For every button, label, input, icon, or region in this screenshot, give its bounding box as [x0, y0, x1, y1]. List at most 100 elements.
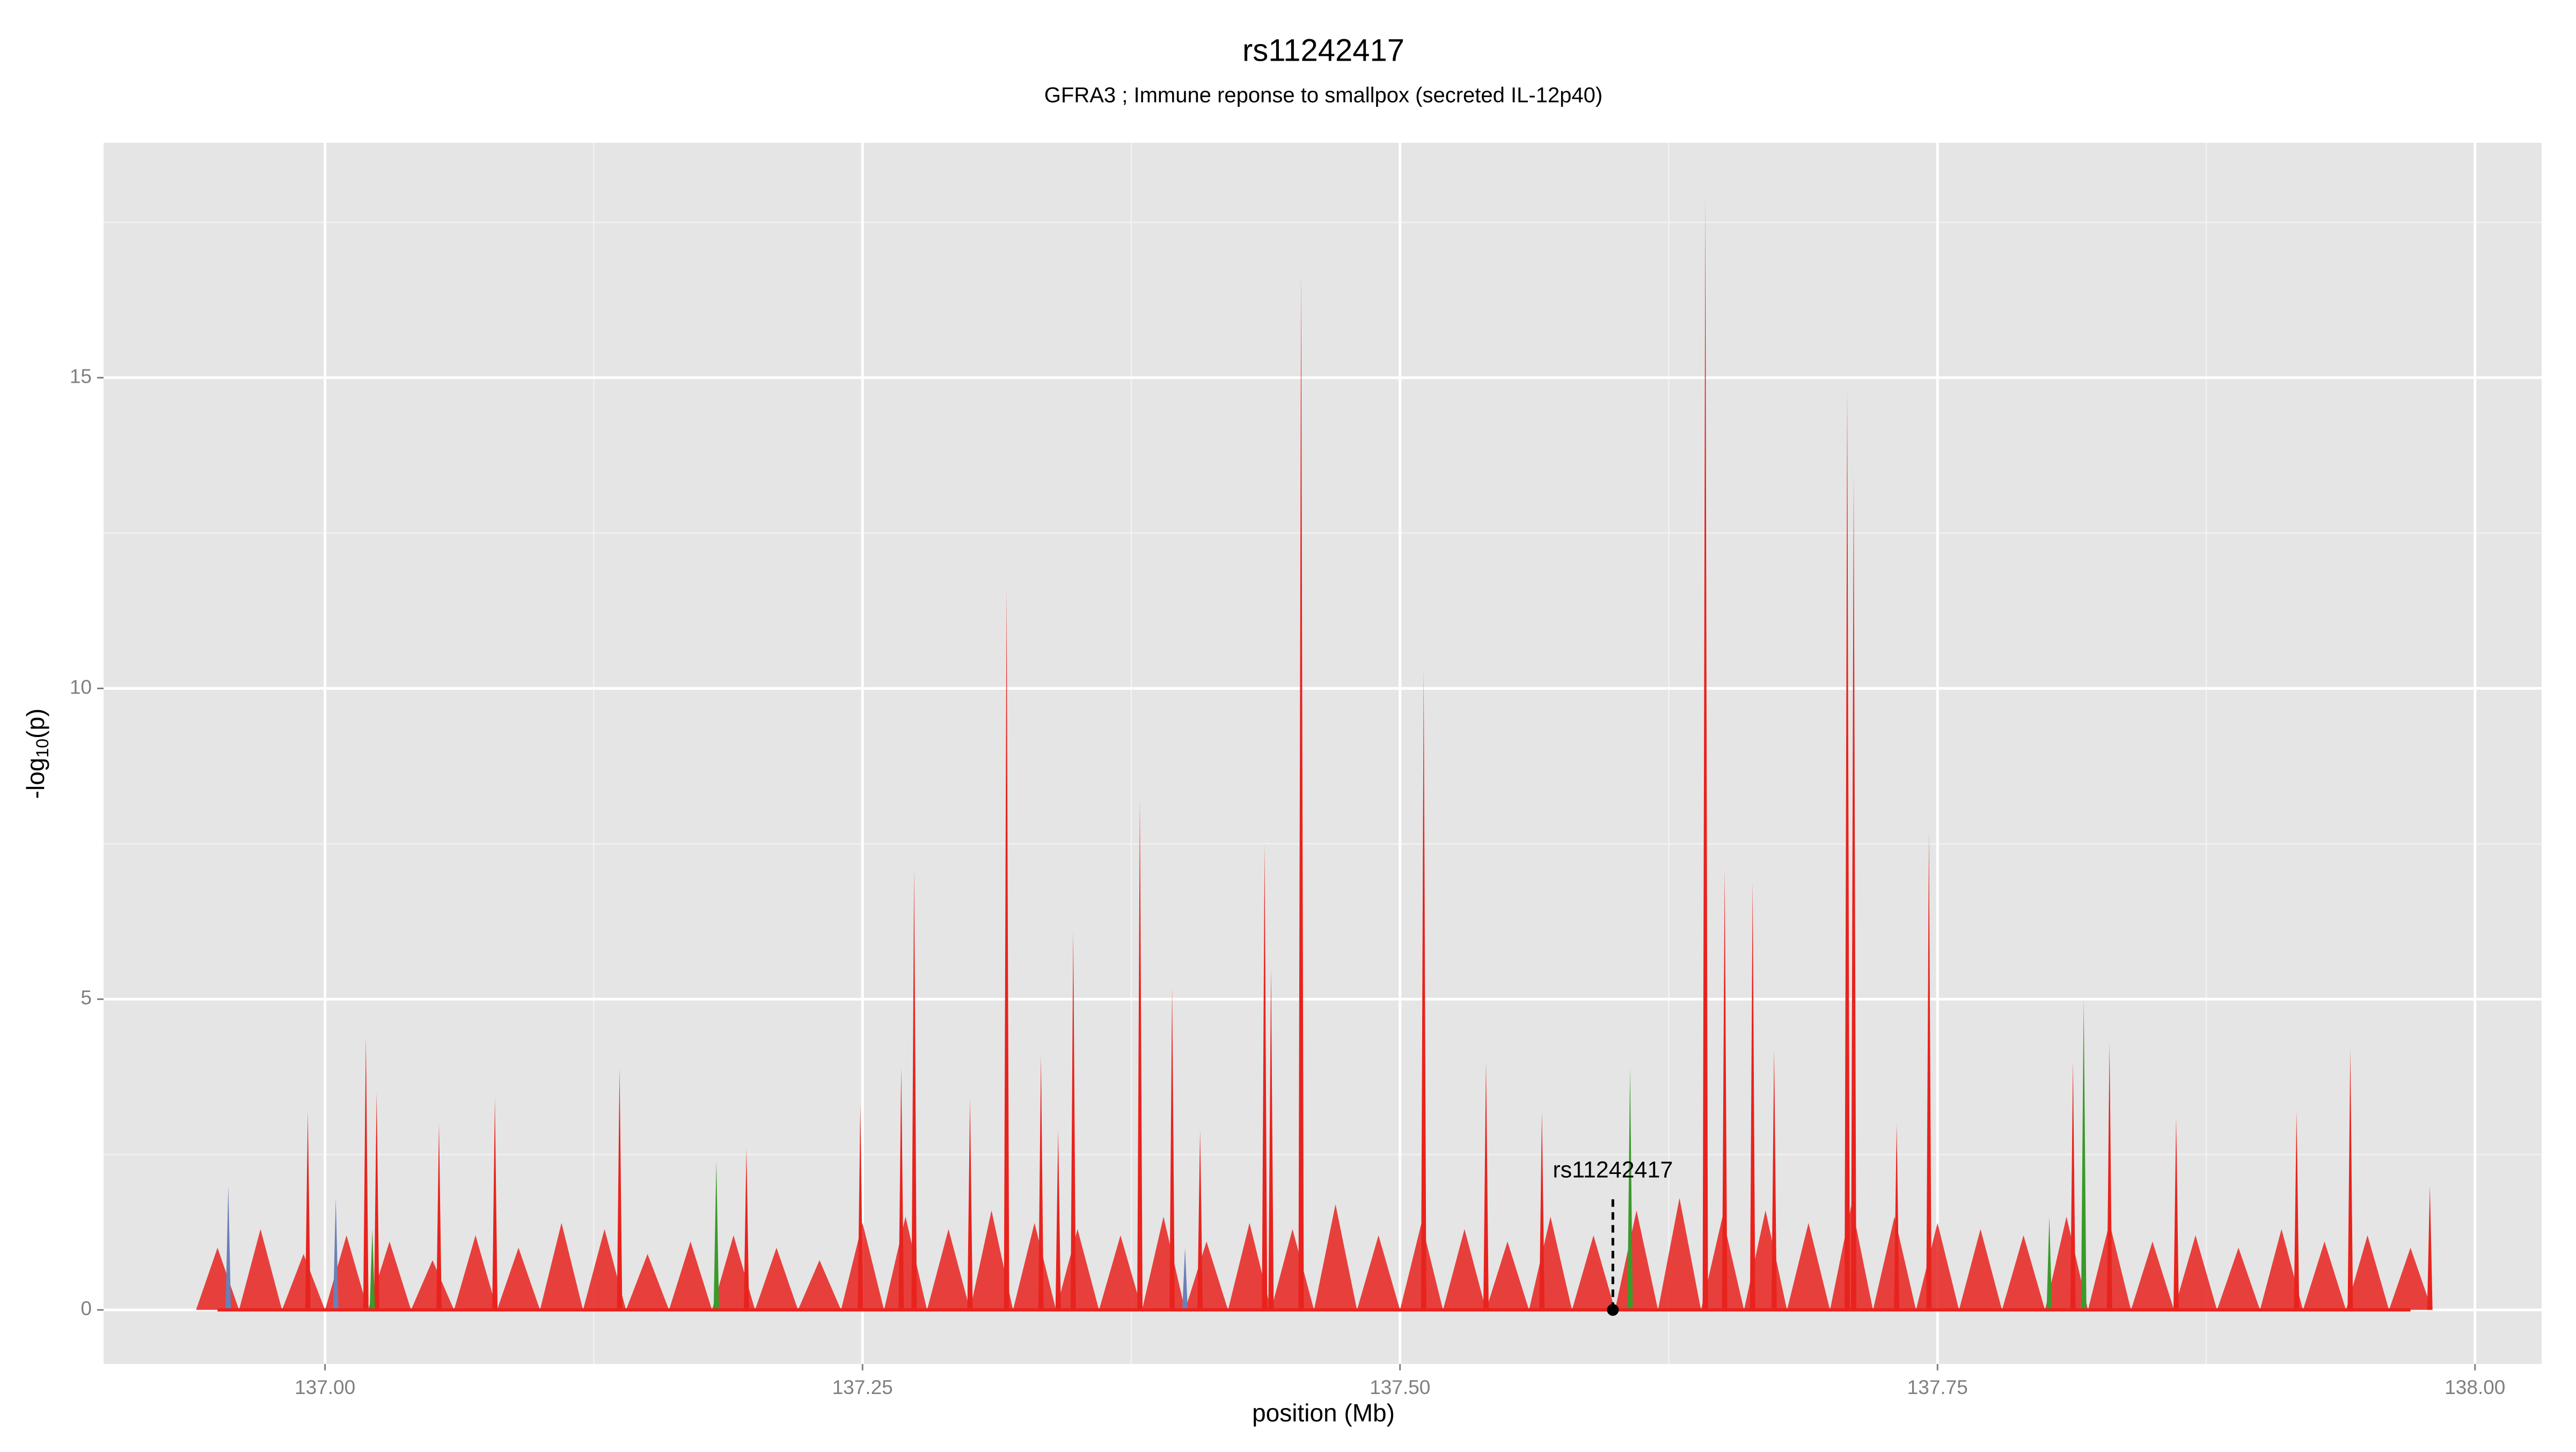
spike	[1486, 1241, 1529, 1310]
y-axis-title-prefix: -log	[21, 758, 49, 799]
spike	[1013, 1223, 1056, 1310]
y-tick-label: 15	[70, 365, 92, 387]
spike	[858, 1105, 863, 1310]
spike	[1314, 1204, 1357, 1310]
y-axis-title-suffix: (p)	[21, 709, 49, 739]
spike	[1169, 987, 1175, 1310]
spike	[1262, 843, 1268, 1310]
annotation-point	[1607, 1304, 1619, 1316]
chart-subtitle: GFRA3 ; Immune reponse to smallpox (secr…	[1044, 84, 1602, 107]
spike	[970, 1210, 1013, 1310]
y-tick-label: 5	[80, 987, 92, 1009]
x-tick-label: 137.25	[832, 1376, 893, 1398]
spike	[1099, 1235, 1142, 1310]
spike	[755, 1247, 798, 1310]
spike	[2303, 1241, 2346, 1310]
spike	[1268, 968, 1274, 1310]
spike	[497, 1247, 540, 1310]
spike	[2346, 1235, 2389, 1310]
spike	[2131, 1241, 2174, 1310]
spike	[1572, 1235, 1615, 1310]
spike	[454, 1235, 497, 1310]
marks: rs11242417	[196, 197, 2433, 1316]
spike	[2045, 1216, 2088, 1310]
annotation-label: rs11242417	[1553, 1157, 1673, 1183]
spike	[1787, 1223, 1830, 1310]
spike	[583, 1229, 626, 1310]
y-axis-title: -log10(p)	[21, 709, 52, 799]
spike	[2070, 1061, 2076, 1310]
y-axis-title-subscript: 10	[33, 739, 52, 758]
spike	[411, 1260, 454, 1310]
spike	[1056, 1229, 1099, 1310]
spike	[2294, 1111, 2300, 1310]
spike	[1845, 390, 1850, 1310]
spike	[282, 1254, 325, 1310]
spike	[798, 1260, 841, 1310]
x-tick-label: 137.00	[295, 1376, 355, 1398]
spike	[713, 1161, 719, 1310]
spike	[369, 1229, 375, 1310]
spike	[669, 1241, 712, 1310]
spike	[1357, 1235, 1400, 1310]
spike	[1443, 1229, 1486, 1310]
spike	[898, 1067, 904, 1310]
spike	[374, 1092, 379, 1310]
spike	[239, 1229, 282, 1310]
spike	[1750, 881, 1755, 1310]
spike	[2081, 999, 2087, 1310]
spike	[1894, 1123, 1900, 1310]
spike	[1298, 272, 1304, 1310]
spike	[1873, 1216, 1916, 1310]
y-tick-label: 0	[80, 1297, 92, 1319]
spike	[2046, 1216, 2052, 1310]
spike	[967, 1098, 973, 1310]
spike	[1926, 831, 1932, 1310]
spike	[363, 1036, 369, 1310]
spike	[225, 1185, 231, 1310]
spike	[2260, 1229, 2303, 1310]
x-tick-label: 137.75	[1907, 1376, 1968, 1398]
spike	[305, 1111, 311, 1310]
spike	[2347, 1049, 2353, 1310]
spike	[2002, 1235, 2045, 1310]
spike	[617, 1067, 623, 1310]
spike	[492, 1098, 498, 1310]
spike	[1182, 1247, 1188, 1310]
spike	[1055, 1129, 1061, 1310]
spike	[1722, 869, 1728, 1310]
spike	[1228, 1223, 1271, 1310]
x-axis-title: position (Mb)	[1252, 1399, 1395, 1427]
chart-title: rs11242417	[1242, 33, 1404, 68]
spike	[911, 869, 917, 1310]
spike	[1615, 1210, 1658, 1310]
spike	[2427, 1185, 2433, 1310]
x-tick-label: 138.00	[2445, 1376, 2505, 1398]
spike	[1771, 1049, 1777, 1310]
spike	[2217, 1247, 2260, 1310]
spike	[927, 1229, 970, 1310]
spike	[1070, 931, 1076, 1310]
spike	[1658, 1198, 1701, 1310]
spike	[1137, 800, 1143, 1310]
x-tick-label: 137.50	[1370, 1376, 1430, 1398]
y-tick-label: 10	[70, 676, 92, 698]
spike	[1421, 669, 1426, 1310]
spike	[1627, 1067, 1633, 1310]
spike	[1702, 197, 1708, 1310]
spike	[743, 1148, 749, 1310]
spike	[1959, 1229, 2002, 1310]
spike	[1197, 1129, 1203, 1310]
spike	[1185, 1241, 1228, 1310]
spike	[436, 1123, 442, 1310]
spike	[2173, 1117, 2179, 1310]
spike	[2174, 1235, 2218, 1310]
spike	[2106, 1042, 2112, 1310]
spike	[1539, 1111, 1545, 1310]
spike	[540, 1223, 583, 1310]
spike	[1004, 589, 1009, 1310]
spike	[1851, 477, 1857, 1310]
spike	[841, 1223, 884, 1310]
